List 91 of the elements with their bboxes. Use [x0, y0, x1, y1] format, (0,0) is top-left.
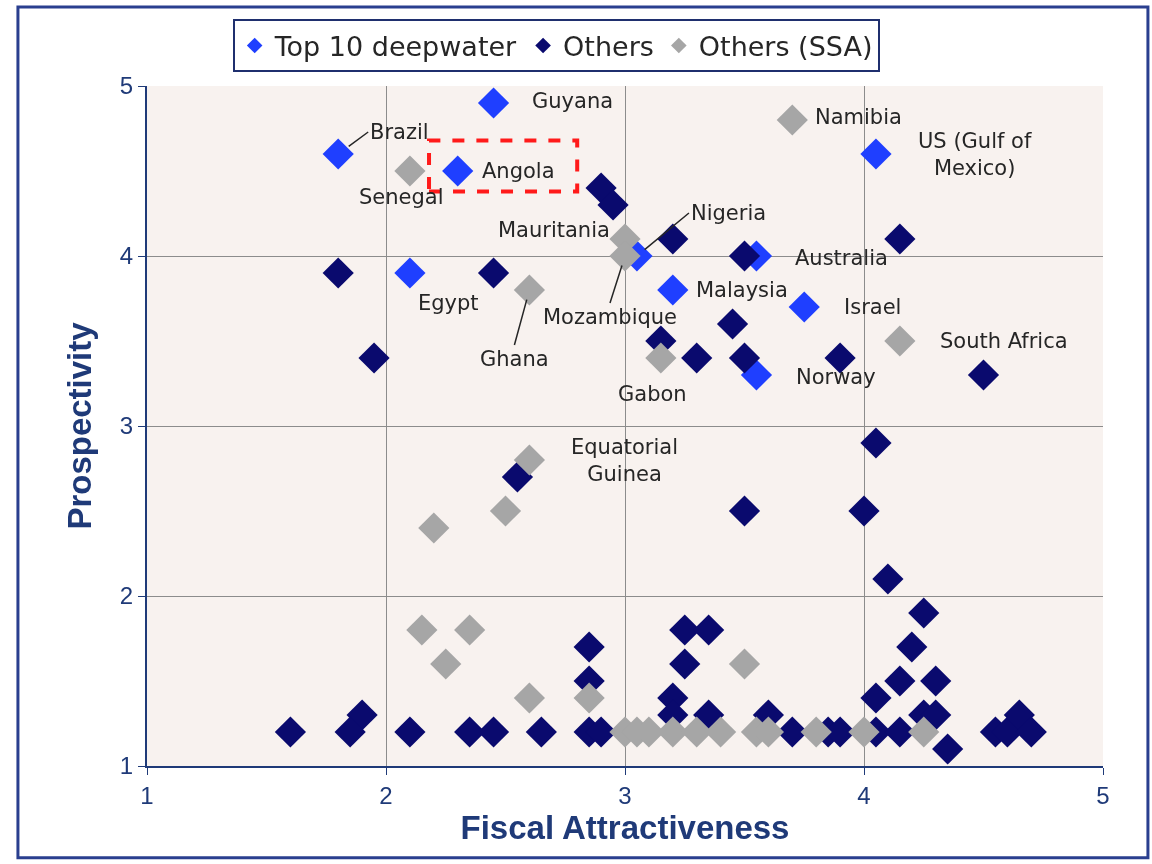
- point: [394, 155, 426, 187]
- point: [418, 512, 450, 544]
- annotation: Egypt: [418, 291, 479, 315]
- y-tick-label: 2: [119, 582, 134, 610]
- point: [645, 342, 677, 374]
- annotation: Mozambique: [543, 305, 678, 329]
- point: [884, 223, 916, 255]
- point: [884, 325, 916, 357]
- point: [728, 648, 761, 680]
- point: [716, 308, 749, 340]
- point: [932, 733, 964, 765]
- point: [967, 359, 1000, 391]
- point: [430, 648, 462, 680]
- point: [322, 257, 354, 289]
- annotation: Guyana: [532, 89, 614, 113]
- point: [896, 631, 928, 663]
- legend-label: Others (SSA): [698, 30, 873, 62]
- point: [728, 495, 761, 527]
- point: [477, 257, 510, 289]
- point: [908, 716, 940, 748]
- point: [681, 342, 713, 374]
- annotation: Angola: [482, 159, 555, 183]
- point: [669, 648, 701, 680]
- point: [920, 665, 952, 697]
- annotation: Ghana: [480, 347, 549, 371]
- point: [442, 155, 474, 187]
- point: [860, 682, 892, 714]
- point: [657, 274, 689, 306]
- y-tick-label: 4: [119, 242, 134, 270]
- point: [513, 444, 545, 476]
- annotation: Gabon: [618, 382, 687, 406]
- x-tick-label: 2: [379, 781, 393, 809]
- point: [525, 716, 557, 748]
- point: [872, 563, 904, 595]
- annotation: Australia: [795, 246, 888, 270]
- point: [501, 461, 534, 493]
- point: [597, 189, 629, 221]
- point: [358, 342, 390, 374]
- y-tick-label: 3: [119, 412, 134, 440]
- point: [657, 223, 689, 255]
- y-axis-title: Prospectivity: [61, 321, 99, 530]
- point: [860, 138, 892, 170]
- point: [884, 665, 916, 697]
- annotation: Namibia: [815, 105, 902, 129]
- annotation: US (Gulf of Mexico): [918, 129, 1032, 181]
- point: [1003, 699, 1035, 731]
- annotation: Israel: [844, 295, 902, 319]
- point: [477, 87, 510, 119]
- legend-label: Top 10 deepwater: [273, 30, 518, 62]
- y-tick-label: 5: [119, 72, 134, 100]
- point: [860, 427, 892, 459]
- point: [908, 597, 940, 629]
- point: [848, 495, 880, 527]
- point: [573, 682, 605, 714]
- point: [346, 699, 378, 731]
- point: [513, 682, 545, 714]
- annotation: Senegal: [359, 185, 444, 209]
- x-tick-label: 3: [618, 781, 632, 809]
- x-axis-title: Fiscal Attractiveness: [460, 808, 790, 846]
- point: [513, 274, 545, 306]
- annotation: Malaysia: [696, 278, 788, 302]
- annotation: Norway: [796, 365, 876, 389]
- x-tick-label: 4: [857, 781, 871, 809]
- point: [693, 614, 725, 646]
- point: [334, 716, 366, 748]
- annotation: Mauritania: [498, 218, 610, 242]
- point: [776, 104, 808, 136]
- point: [406, 614, 438, 646]
- point: [322, 138, 354, 170]
- x-tick-label: 1: [140, 781, 154, 809]
- y-tick-label: 1: [119, 752, 134, 780]
- legend-label: Others: [563, 30, 654, 62]
- point: [573, 631, 605, 663]
- point: [274, 716, 306, 748]
- x-tick-label: 5: [1096, 781, 1110, 809]
- point: [394, 716, 426, 748]
- point: [585, 172, 617, 204]
- point: [848, 716, 880, 748]
- point: [394, 257, 426, 289]
- annotation: Nigeria: [691, 201, 767, 225]
- point: [740, 359, 773, 391]
- point: [489, 495, 522, 527]
- point: [454, 614, 486, 646]
- annotation: Equatorial Guinea: [571, 435, 679, 487]
- point: [800, 716, 832, 748]
- annotation: Brazil: [370, 120, 429, 144]
- annotation: South Africa: [940, 329, 1068, 353]
- point: [705, 716, 737, 748]
- point: [788, 291, 820, 323]
- point: [728, 240, 761, 272]
- point: [728, 342, 761, 374]
